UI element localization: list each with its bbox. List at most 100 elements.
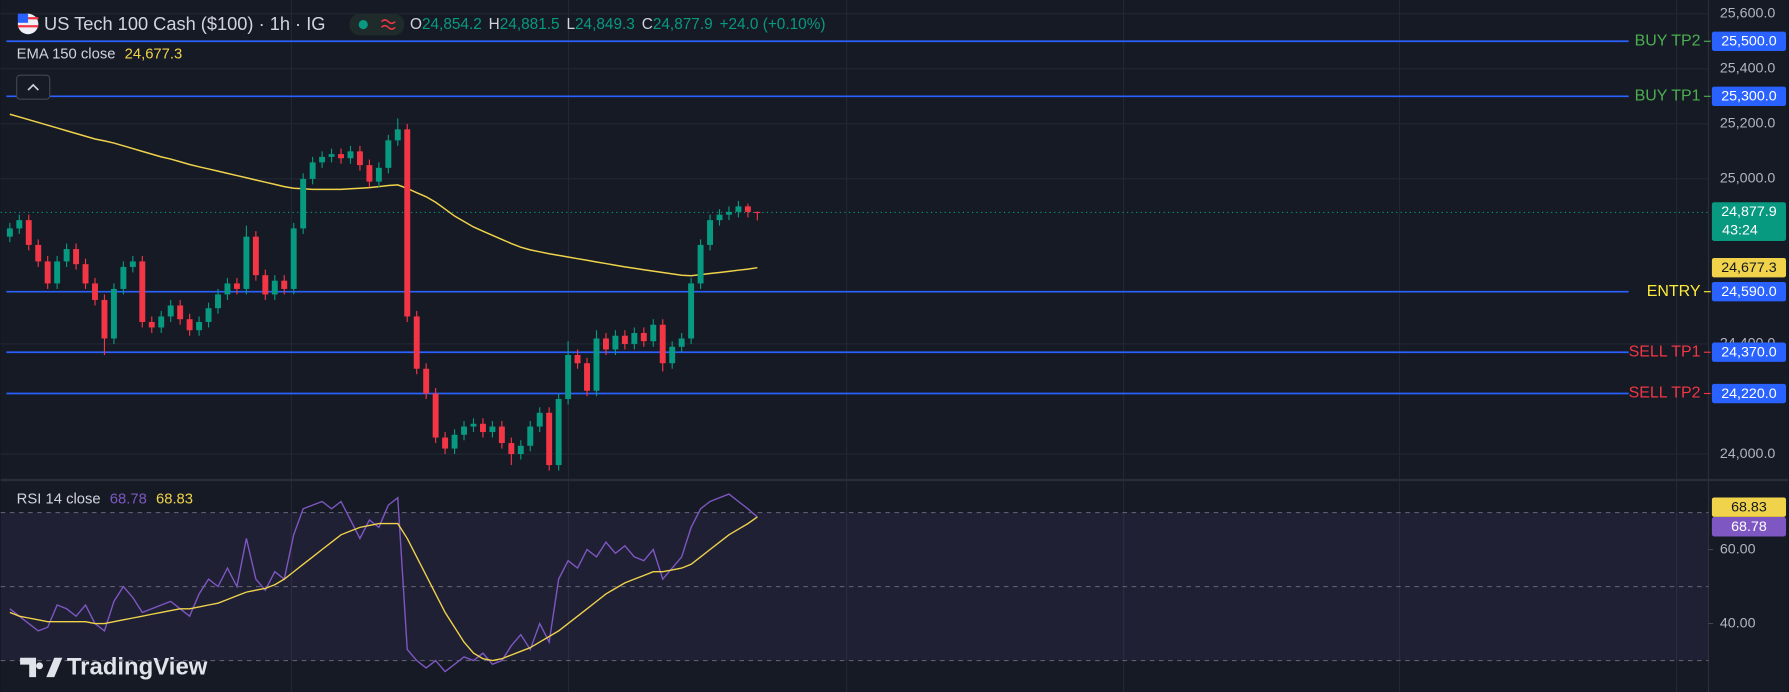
level-name: BUY TP1 [1635, 88, 1701, 105]
level-price-label: 25,500.0 [1721, 34, 1777, 50]
candle-body [101, 299, 108, 339]
candle-body [158, 316, 165, 328]
ema-price-label-bg [1711, 257, 1787, 278]
logo-text[interactable]: TradingView [67, 653, 208, 680]
candle-body [73, 249, 80, 265]
symbol-title[interactable]: US Tech 100 Cash ($100) · 1h · IG [44, 13, 325, 34]
candle-body [432, 393, 439, 438]
rsi-name: RSI 14 close [17, 491, 101, 507]
candle-body [735, 206, 742, 212]
candle-body [82, 264, 89, 284]
rsi-line [9, 516, 758, 662]
candle-body [461, 426, 467, 435]
candle-body [565, 354, 572, 400]
ema-line [9, 113, 758, 277]
candle-body [356, 151, 363, 166]
candle-body [129, 261, 136, 267]
candle-body [139, 261, 146, 322]
candle-body [574, 354, 581, 364]
ohlc-value: 24,854.2 [422, 16, 482, 33]
candle-body [517, 445, 524, 455]
ohlc-legend: O24,854.2 H24,881.5 L24,849.3 C24,877.9 +24.… [410, 16, 826, 33]
candle-body [385, 140, 392, 168]
candle-body [16, 220, 23, 229]
candle-body [546, 412, 553, 466]
candle-body [489, 426, 496, 433]
ohlc-value: 24,877.9 [653, 16, 713, 33]
ema-name: EMA 150 close [17, 47, 116, 63]
candle-body [631, 332, 638, 344]
candle-body [442, 437, 449, 449]
candle-body [536, 412, 543, 427]
y-tick-label: 25,200.0 [1720, 116, 1776, 132]
delay-icon [380, 19, 396, 30]
candle-body [205, 308, 212, 322]
level-price-label: 24,590.0 [1721, 284, 1777, 300]
candle-body [6, 228, 13, 237]
candle-body [25, 220, 32, 245]
candle-body [35, 244, 42, 262]
candle-body [148, 321, 155, 328]
rsi-legend: RSI 14 close 68.78 68.83 [17, 491, 193, 507]
ohlc-value: 24,849.3 [575, 16, 635, 33]
candle-body [555, 399, 562, 466]
level-price-label: 24,370.0 [1721, 345, 1777, 361]
candle-body [110, 288, 117, 339]
candle-body [498, 426, 505, 444]
level-price-label: 24,220.0 [1721, 386, 1777, 402]
rsi-ma-value: 68.83 [156, 491, 193, 507]
candle-body [215, 294, 221, 309]
candle-body [252, 236, 259, 276]
rsi-value-label-bg [1711, 517, 1787, 537]
level-price-label: 25,300.0 [1721, 89, 1777, 105]
candle-body [328, 154, 335, 157]
candle-body [404, 129, 411, 317]
candle-body [394, 129, 401, 141]
candle-body [479, 423, 486, 433]
candle-body [669, 346, 676, 364]
last-price-label: 24,877.9 [1721, 204, 1777, 220]
collapse-button[interactable] [16, 74, 51, 100]
candle-body [300, 178, 307, 229]
candle-body [678, 338, 685, 347]
candle-body [716, 214, 723, 221]
candle-body [754, 211, 761, 214]
candle-body [602, 338, 609, 350]
level-price-label-bg [1711, 383, 1787, 404]
candle-body [375, 167, 382, 182]
ema-price-label: 24,677.3 [1721, 260, 1777, 276]
y-tick-label: 24,000.0 [1720, 446, 1776, 462]
rsi-value-label: 68.83 [1731, 500, 1767, 516]
ohlc-key: C [642, 16, 653, 33]
candle-body [120, 266, 127, 289]
candle-body [319, 156, 326, 163]
candle-body [63, 249, 70, 262]
candle-body [366, 165, 373, 182]
status-pill[interactable] [349, 13, 405, 36]
candle-body [593, 338, 600, 391]
overlay: US Tech 100 Cash ($100) · 1h · IG O24,85… [16, 13, 826, 680]
logo-icon[interactable] [20, 657, 63, 678]
ema-legend: EMA 150 close 24,677.3 [17, 47, 183, 63]
plot: 25,600.025,400.025,200.025,000.024,400.0… [0, 6, 1787, 673]
countdown: 43:24 [1722, 222, 1758, 238]
rsi-value: 68.78 [110, 491, 147, 507]
level-name: SELL TP1 [1629, 343, 1701, 360]
candle-body [243, 236, 250, 289]
candle-body [167, 305, 174, 317]
rsi-line [9, 493, 758, 673]
ema-value: 24,677.3 [125, 47, 183, 63]
level-name: BUY TP2 [1635, 32, 1701, 49]
candle-body [186, 319, 193, 331]
ohlc-value: 24,881.5 [500, 16, 560, 33]
candle-body [177, 305, 184, 320]
candle-body [347, 151, 354, 159]
candle-body [726, 211, 732, 215]
candle-body [224, 283, 231, 295]
candle-body [697, 244, 704, 284]
last-price-badge [1711, 202, 1787, 241]
change-value: +24.0 (+0.10%) [720, 16, 826, 33]
